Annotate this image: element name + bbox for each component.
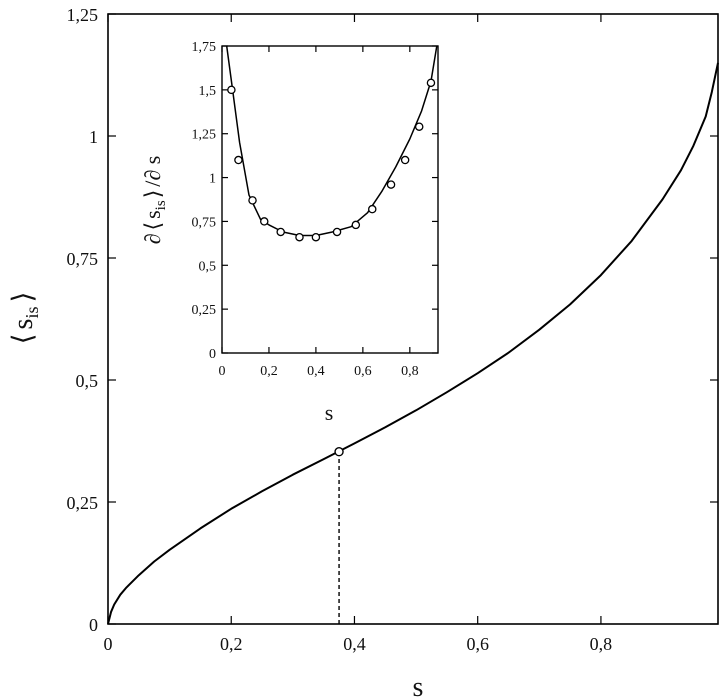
inset-marker: [414, 122, 424, 131]
inset-y-tick-label: 1,75: [192, 40, 217, 55]
inset-background: [222, 46, 438, 353]
inset-y-axis-title-sub: is: [153, 200, 169, 210]
main-x-tick-label: 0,8: [590, 634, 613, 654]
main-x-tick-label: 0: [104, 634, 113, 654]
main-plot-frame: [107, 13, 719, 625]
inset-y-tick-label: 1,25: [192, 128, 217, 143]
inset-marker: [276, 227, 285, 237]
main-y-ticks: 0 0,25 0,5 0,75 1 1,25: [67, 5, 718, 635]
inset-x-tick-label: 0,2: [260, 364, 278, 379]
inset-marker: [426, 78, 436, 88]
inset-x-tick-label: 0,6: [354, 364, 372, 379]
inset-marker: [248, 196, 257, 205]
main-y-axis-title: ⟨sis⟩: [8, 292, 42, 345]
inset-x-tick-label: 0,8: [401, 364, 419, 379]
main-x-axis-title: s: [413, 672, 424, 700]
main-y-axis-title-sub: is: [22, 307, 42, 319]
inset-y-tick-label: 0,25: [192, 303, 217, 318]
main-x-ticks: 0 0,2 0,4 0,6 0,8: [104, 14, 613, 654]
inset-marker: [351, 220, 361, 230]
inset-y-ticks: 0 0,25 0,5 0,75 1 1,25 1,5 1,75: [192, 40, 438, 362]
inset-y-tick-label: 1: [209, 172, 216, 187]
inset-x-axis-title: s: [325, 400, 334, 425]
main-y-tick-label: 0,25: [67, 493, 99, 513]
inset-marker: [400, 155, 410, 165]
inset-series: [225, 45, 438, 242]
inset-marker: [260, 217, 269, 226]
inset-marker: [227, 85, 236, 95]
main-series-line: [107, 62, 719, 625]
main-x-tick-label: 0,2: [220, 634, 243, 654]
inset-x-tick-label: 0: [219, 364, 226, 379]
inset-marker: [386, 180, 396, 189]
inset-marker: [295, 232, 304, 242]
main-y-axis-title-base: s: [8, 319, 39, 330]
inset-marker: [234, 155, 243, 165]
main-y-axis-title-close: ⟩: [8, 292, 39, 303]
inset-plot-frame: [221, 45, 439, 354]
inset-series-line: [225, 45, 438, 237]
inset-x-ticks: 0 0,2 0,4 0,6 0,8: [219, 46, 419, 379]
inset-y-axis-title: ∂⟨sis⟩/∂ s: [140, 156, 169, 245]
inset-y-tick-label: 0,75: [192, 215, 217, 230]
inset-x-tick-label: 0,4: [307, 364, 325, 379]
main-series: [107, 62, 719, 625]
main-x-tick-label: 0,6: [466, 634, 489, 654]
inset-chart: 0 0,2 0,4 0,6 0,8 0 0,25 0,5 0,75 1 1,25 1,5 1,75 s…: [140, 40, 439, 425]
inset-marker: [332, 227, 342, 237]
main-y-tick-label: 0,75: [67, 249, 99, 269]
main-marker-point: [334, 447, 344, 457]
inset-marker: [368, 204, 377, 214]
inset-y-tick-label: 0: [209, 347, 216, 362]
main-y-tick-label: 0: [89, 615, 98, 635]
main-y-tick-label: 1: [89, 127, 98, 147]
inset-marker: [311, 232, 321, 242]
main-y-tick-label: 0,5: [76, 371, 99, 391]
inset-y-tick-label: 0,5: [199, 259, 217, 274]
inset-y-tick-label: 1,5: [199, 84, 217, 99]
inset-y-axis-title-base: s: [140, 210, 165, 219]
main-y-tick-label: 1,25: [67, 5, 99, 25]
main-x-tick-label: 0,4: [343, 634, 366, 654]
